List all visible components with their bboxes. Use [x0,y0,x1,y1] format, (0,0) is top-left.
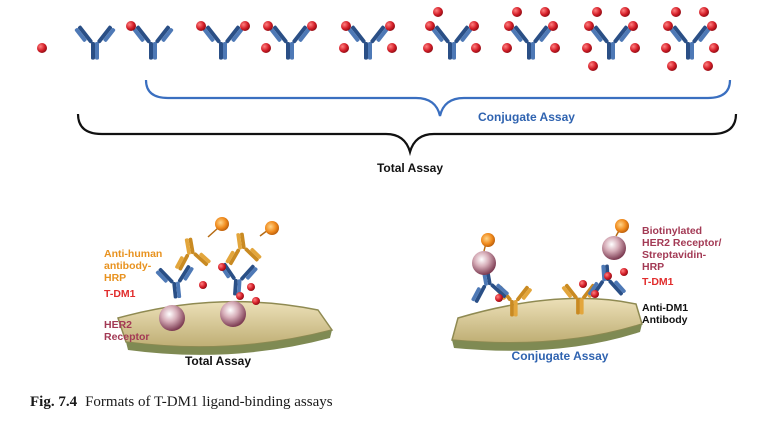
anti-human-antibody [221,230,263,267]
capture-reagent-label: Biotinylated HER2 Receptor/ Streptavidin… [642,225,724,273]
dm1-drug [236,292,244,300]
dm1-drug [620,7,630,17]
dm1-drug [504,21,514,31]
dm1-drug [199,281,207,289]
conjugate-assay-title: Conjugate Assay [512,349,609,363]
dm1-drug [433,7,443,17]
dm1-drug [548,21,558,31]
antibody [431,24,473,60]
dm1-drug [703,61,713,71]
hrp-enzyme [265,221,279,235]
antibody [510,24,552,60]
t-dm1-antibody [154,263,198,301]
dm1-drug [387,43,397,53]
dm1-drug [252,297,260,305]
dm1-drug [502,43,512,53]
dm1-drug [261,43,271,53]
dm1-drug [667,61,677,71]
drug-load-distribution [37,7,719,71]
dm1-drug [699,7,709,17]
dm1-drug [671,7,681,17]
dm1-drug [592,7,602,17]
dm1-drug [263,21,273,31]
dm1-drug [709,43,719,53]
streptavidin-hrp [615,219,629,233]
her2-receptor [159,305,185,331]
anti-human-antibody-label: Anti-human antibody- HRP [104,248,165,284]
her2-receptor-label: HER2 Receptor [104,319,150,343]
dm1-drug [341,21,351,31]
antibody [74,24,116,60]
antibody [202,24,244,60]
dm1-drug [339,43,349,53]
total-assay-brace [76,113,738,157]
antibody [669,24,711,60]
assay-diagram: Conjugate Assay Total Assay Anti-human [37,7,738,368]
her2-receptor [602,236,626,260]
dm1-drug [550,43,560,53]
hrp-enzyme [215,217,229,231]
dm1-drug [582,43,592,53]
antibody [269,24,311,60]
antibody [132,24,174,60]
dm1-drug [37,43,47,53]
dm1-drug [423,43,433,53]
antibody [590,24,632,60]
streptavidin-hrp [481,233,495,247]
conjugate-assay-bracket-label: Conjugate Assay [478,110,575,124]
dm1-drug [591,290,599,298]
dm1-drug [126,21,136,31]
dm1-drug [540,7,550,17]
anti-human-antibody [169,234,213,273]
dm1-drug [604,272,612,280]
dm1-drug [196,21,206,31]
dm1-drug [307,21,317,31]
dm1-drug [218,263,226,271]
dm1-drug [495,294,503,302]
dm1-drug [579,280,587,288]
dm1-drug [628,21,638,31]
figure-caption: Fig. 7.4 Formats of T-DM1 ligand-binding … [30,394,333,411]
anti-dm1-antibody-label: Anti-DM1 Antibody [642,302,691,326]
figure-caption-text: Formats of T-DM1 ligand-binding assays [85,394,333,410]
dm1-drug [630,43,640,53]
dm1-drug [512,7,522,17]
dm1-drug [247,283,255,291]
t-dm1-label: T-DM1 [642,276,674,288]
dm1-drug [588,61,598,71]
dm1-drug [620,268,628,276]
total-assay-bracket-label: Total Assay [377,161,443,175]
dm1-drug [425,21,435,31]
dm1-drug [707,21,717,31]
her2-receptor [220,301,246,327]
dm1-drug [584,21,594,31]
total-assay-format: Anti-human antibody- HRP T-DM1 HER2 Rece… [104,217,334,368]
dm1-drug [471,43,481,53]
dm1-drug [469,21,479,31]
her2-receptor [472,251,496,275]
conjugate-assay-format: Biotinylated HER2 Receptor/ Streptavidin… [451,219,724,363]
dm1-drug [385,21,395,31]
t-dm1-label: T-DM1 [104,288,136,300]
dm1-drug [240,21,250,31]
antibody [347,24,389,60]
figure-number: Fig. 7.4 [30,394,78,410]
conjugate-assay-brace [144,79,732,117]
total-assay-title: Total Assay [185,354,251,368]
dm1-drug [661,43,671,53]
dm1-drug [663,21,673,31]
